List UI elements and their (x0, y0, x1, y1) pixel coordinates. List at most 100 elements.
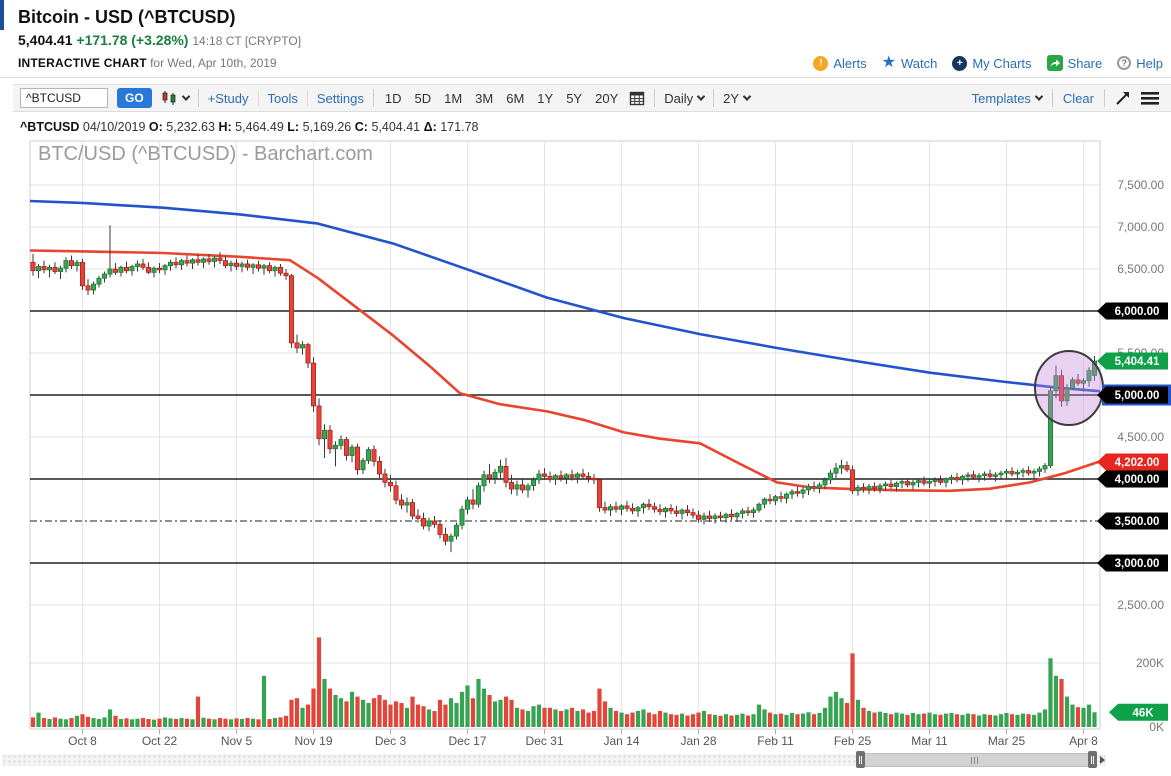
menu-button[interactable] (1141, 91, 1159, 105)
ohlc-low: 5,169.26 (302, 120, 352, 134)
axis-badge (1097, 386, 1168, 404)
plus-circle-icon: + (952, 55, 968, 71)
range-3m-button[interactable]: 3M (475, 90, 494, 106)
scrollbar-right-handle[interactable] (1088, 751, 1097, 768)
ohlc-symbol: ^BTCUSD (20, 120, 80, 134)
svg-text:4,000.00: 4,000.00 (1115, 474, 1160, 486)
axis-badge (1097, 512, 1168, 530)
price-axis-labels: 7,500.00 7,000.00 6,500.00 5,500.00 4,500.00… (1117, 178, 1164, 734)
alerts-button[interactable]: ! Alerts (813, 55, 867, 71)
ohlc-high: 5,464.49 (235, 120, 284, 134)
svg-text:4,500.00: 4,500.00 (1117, 430, 1164, 444)
quick-links: ! Alerts ★ Watch + My Charts Share ? Hel… (813, 55, 1163, 71)
x-axis-label: Feb 25 (834, 734, 872, 748)
question-icon: ? (1117, 56, 1132, 70)
volume-layer (30, 637, 1097, 727)
chart-scrollbar-track[interactable] (2, 754, 1106, 766)
add-study-button[interactable]: +Study (207, 90, 249, 106)
price-change: +171.78 (+3.28%) (76, 32, 189, 48)
x-axis-label: Feb 11 (757, 734, 794, 748)
svg-text:5,000.00: 5,000.00 (1115, 390, 1160, 402)
my-charts-button[interactable]: + My Charts (952, 55, 1032, 71)
chart-date-label: for Wed, Apr 10th, 2019 (150, 56, 277, 70)
span-dropdown[interactable]: 2Y (723, 91, 752, 106)
range-1y-button[interactable]: 1Y (537, 90, 554, 106)
axis-badge (1097, 453, 1168, 471)
scrollbar-grip[interactable] (971, 757, 978, 764)
range-5y-button[interactable]: 5Y (566, 90, 583, 106)
axis-badge (1109, 703, 1168, 721)
star-icon: ★ (881, 54, 896, 71)
svg-text:46K: 46K (1132, 707, 1154, 719)
plot-border (29, 140, 1101, 730)
candlestick-type-icon (162, 91, 176, 105)
toolbar-right-group: Templates Clear (972, 89, 1159, 107)
trendline-tool-button[interactable] (1115, 90, 1131, 106)
chart-subtitle: INTERACTIVE CHART for Wed, Apr 10th, 201… (18, 56, 277, 70)
share-button[interactable]: Share (1046, 55, 1102, 71)
x-axis-label: Dec 3 (375, 734, 407, 748)
left-accent-bar (0, 0, 4, 30)
ohlc-open: 5,232.63 (166, 120, 215, 134)
x-axis-label: Oct 22 (142, 734, 178, 748)
x-axis-label: Jan 14 (603, 734, 639, 748)
scrollbar-right-arrow[interactable] (1100, 756, 1105, 764)
settings-button[interactable]: Settings (316, 90, 364, 106)
x-axis-label: Mar 25 (988, 734, 1026, 748)
ohlc-readout: ^BTCUSD 04/10/2019 O: 5,232.63 H: 5,464.… (20, 120, 479, 134)
highlight-ellipse-annotation[interactable] (1034, 350, 1104, 426)
x-axis-label: Mar 11 (911, 734, 948, 748)
clear-button[interactable]: Clear (1062, 90, 1094, 106)
chart-toolbar: GO +Study Tools Settings 1D 5D 1M 3M 6M … (13, 84, 1171, 112)
svg-text:200K: 200K (1136, 656, 1164, 670)
x-axis-label: Oct 8 (68, 734, 97, 748)
chevron-down-icon (1034, 92, 1044, 101)
x-axis-label: Nov 19 (294, 734, 332, 748)
x-axis-label: Dec 31 (525, 734, 563, 748)
header-divider (0, 77, 1171, 78)
page-title: Bitcoin - USD (^BTCUSD) (18, 7, 236, 27)
frequency-dropdown[interactable]: Daily (664, 91, 706, 106)
ohlc-date: 04/10/2019 (82, 120, 146, 134)
candles-layer (30, 225, 1098, 553)
x-axis-labels: Oct 8 Oct 22 Nov 5 Nov 19 Dec 3 Dec 17 Dec 31 J… (68, 729, 1098, 748)
ohlc-close: 5,404.41 (371, 120, 421, 134)
svg-text:5,500.00: 5,500.00 (1117, 346, 1164, 360)
axis-badge (1097, 554, 1168, 572)
range-5d-button[interactable]: 5D (414, 90, 432, 106)
calendar-button[interactable] (629, 90, 645, 106)
x-axis-label: Jan 28 (680, 734, 716, 748)
svg-text:4,202.00: 4,202.00 (1115, 457, 1160, 469)
interactive-chart-label: INTERACTIVE CHART (18, 56, 147, 70)
svg-text:3,500.00: 3,500.00 (1115, 516, 1160, 528)
range-1m-button[interactable]: 1M (444, 90, 463, 106)
chevron-down-icon (742, 92, 752, 101)
moving-averages-layer (29, 199, 1101, 493)
axis-badge (1097, 302, 1168, 320)
axis-badge (1097, 352, 1168, 370)
help-button[interactable]: ? Help (1117, 56, 1163, 71)
range-1d-button[interactable]: 1D (384, 90, 402, 106)
session-info: 14:18 CT [CRYPTO] (192, 34, 302, 48)
axis-badge (1097, 470, 1168, 488)
svg-text:0K: 0K (1149, 720, 1164, 734)
ohlc-delta: 171.78 (440, 120, 479, 134)
red-moving-average-line (29, 249, 1101, 493)
hamburger-menu-icon (1141, 92, 1159, 105)
templates-dropdown[interactable]: Templates (972, 91, 1044, 106)
svg-text:6,500.00: 6,500.00 (1117, 262, 1164, 276)
symbol-input[interactable] (20, 88, 108, 108)
watch-button[interactable]: ★ Watch (881, 54, 938, 71)
scrollbar-left-handle[interactable] (856, 751, 865, 768)
quote-line: 5,404.41 +171.78 (+3.28%) 14:18 CT [CRYP… (18, 32, 301, 48)
range-6m-button[interactable]: 6M (506, 90, 525, 106)
tools-button[interactable]: Tools (267, 90, 298, 106)
chevron-down-icon (181, 92, 190, 101)
range-20y-button[interactable]: 20Y (595, 90, 619, 106)
trendline-arrow-icon (1116, 92, 1129, 105)
chart-type-dropdown[interactable] (161, 90, 190, 106)
go-button[interactable]: GO (117, 88, 152, 108)
chart-watermark: BTC/USD (^BTCUSD) - Barchart.com (38, 143, 373, 165)
